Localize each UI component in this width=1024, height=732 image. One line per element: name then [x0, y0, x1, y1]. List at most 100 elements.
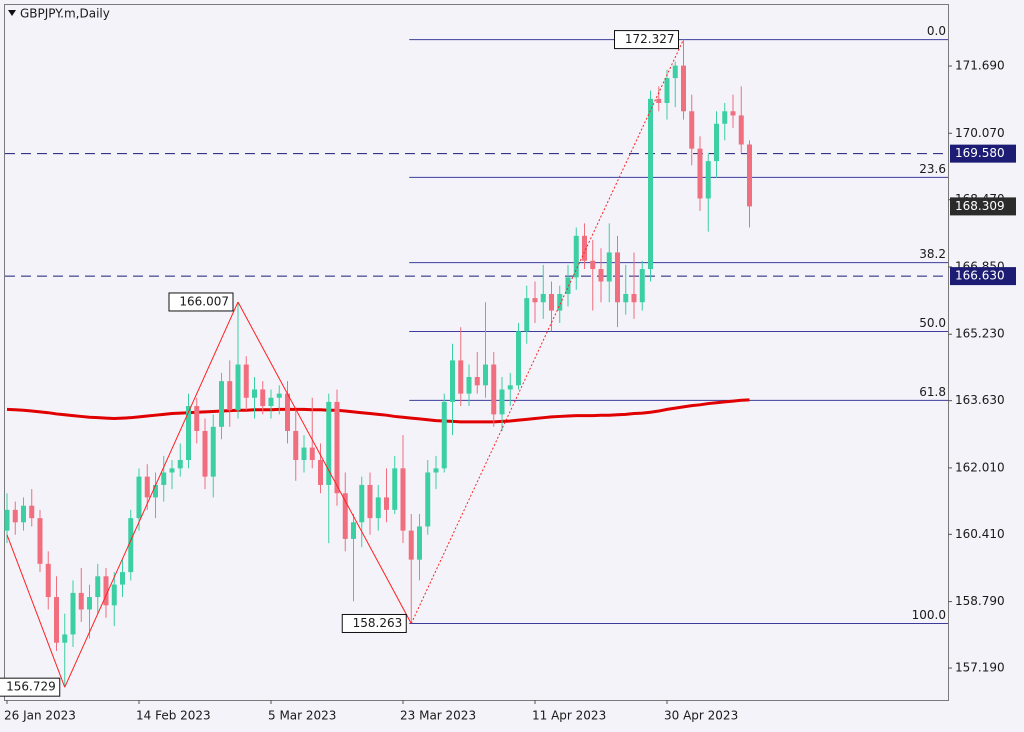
- candle-body: [425, 472, 431, 527]
- x-tick-label: 11 Apr 2023: [532, 709, 606, 723]
- candle-body: [516, 331, 521, 386]
- y-tick-label: 158.790: [955, 594, 1005, 608]
- candle-body: [29, 505, 35, 519]
- candle-body: [78, 592, 84, 610]
- candle-body: [120, 572, 125, 585]
- candle-body: [565, 277, 571, 294]
- plot-area: [4, 4, 949, 701]
- level-box: [950, 144, 1016, 163]
- y-tick-label: 157.190: [955, 661, 1005, 675]
- candle-body: [524, 298, 530, 332]
- candle-body: [557, 293, 563, 311]
- candle-body: [144, 476, 150, 498]
- candle-body: [656, 98, 662, 103]
- candle-body: [95, 576, 101, 598]
- candle-body: [507, 385, 513, 390]
- chart-title: GBPJPY.m,Daily: [20, 7, 110, 21]
- zigzag-segment: [237, 301, 412, 624]
- moving-average: [6, 398, 750, 424]
- price-label-box: [341, 613, 407, 633]
- zigzag-segment: [6, 534, 66, 688]
- candle-body: [268, 397, 274, 407]
- price-label-box: [614, 30, 679, 50]
- candle-body: [4, 509, 10, 531]
- candle-body: [722, 111, 728, 124]
- x-tick-label: 5 Mar 2023: [268, 709, 336, 723]
- candle-body: [705, 161, 711, 199]
- candle-body: [334, 401, 340, 494]
- candle-body: [714, 123, 719, 162]
- candle-body: [582, 235, 587, 261]
- candle-body: [227, 381, 233, 411]
- candle-body: [309, 447, 315, 461]
- x-tick-label: 30 Apr 2023: [664, 709, 738, 723]
- candle-body: [21, 505, 26, 523]
- x-tick-label: 26 Jan 2023: [4, 709, 76, 723]
- candle-body: [474, 376, 480, 386]
- candle-body: [235, 364, 241, 411]
- candle-body: [367, 484, 373, 519]
- fib-label: 61.8: [919, 385, 946, 399]
- candle-body: [664, 78, 670, 103]
- candle-body: [243, 364, 249, 398]
- candle-body: [491, 364, 497, 415]
- fib-label: 23.6: [919, 162, 946, 176]
- fib-label: 50.0: [919, 316, 946, 330]
- candle-body: [738, 115, 744, 145]
- candle-body: [202, 430, 208, 477]
- candle-body: [252, 389, 257, 398]
- candle-body: [177, 460, 183, 469]
- candle-body: [458, 360, 464, 394]
- candle-body: [408, 530, 414, 560]
- last-price-label: 168.309: [955, 199, 1005, 213]
- candle-body: [623, 293, 629, 303]
- candle-body: [276, 393, 282, 398]
- fib-label: 0.0: [927, 24, 946, 38]
- fib-label: 38.2: [919, 247, 946, 261]
- candle-body: [301, 447, 307, 461]
- candle-body: [103, 576, 109, 606]
- candle-body: [730, 111, 736, 116]
- candle-body: [540, 293, 546, 303]
- candle-body: [400, 468, 406, 531]
- candle-body: [532, 298, 538, 303]
- candle-body: [136, 476, 142, 519]
- candle-body: [285, 393, 290, 431]
- candle-body: [194, 406, 200, 431]
- candle-body: [326, 401, 332, 485]
- candle-body: [111, 584, 117, 606]
- candle-body: [70, 592, 76, 635]
- candle-body: [318, 460, 323, 485]
- candle-body: [672, 65, 678, 79]
- menu-triangle[interactable]: [8, 10, 16, 16]
- price-label-box: [168, 292, 234, 312]
- price-label-box: [0, 677, 61, 697]
- candle-body: [483, 364, 488, 386]
- candle-body: [342, 493, 348, 539]
- x-tick-label: 14 Feb 2023: [136, 709, 211, 723]
- candle-body: [62, 634, 68, 643]
- price-label: 172.327: [625, 32, 675, 46]
- candle-body: [37, 518, 43, 564]
- candle-body: [260, 389, 266, 407]
- candle-body: [169, 468, 175, 473]
- candle-body: [293, 430, 299, 461]
- candle-body: [499, 389, 505, 415]
- candle-body: [606, 252, 612, 282]
- candle-body: [128, 518, 134, 573]
- level-label: 169.580: [955, 146, 1005, 160]
- candle-body: [697, 148, 703, 199]
- x-tick-label: 23 Mar 2023: [400, 709, 476, 723]
- candle-body: [689, 111, 695, 149]
- level-box: [950, 267, 1016, 286]
- candle-body: [392, 468, 398, 510]
- candle-body: [359, 484, 365, 523]
- price-label: 166.007: [179, 294, 229, 308]
- y-tick-label: 170.070: [955, 126, 1005, 140]
- candle-body: [384, 497, 389, 510]
- price-label: 158.263: [353, 616, 403, 630]
- last-price-box: [950, 197, 1016, 216]
- y-tick-label: 163.630: [955, 393, 1005, 407]
- candle-body: [12, 509, 18, 523]
